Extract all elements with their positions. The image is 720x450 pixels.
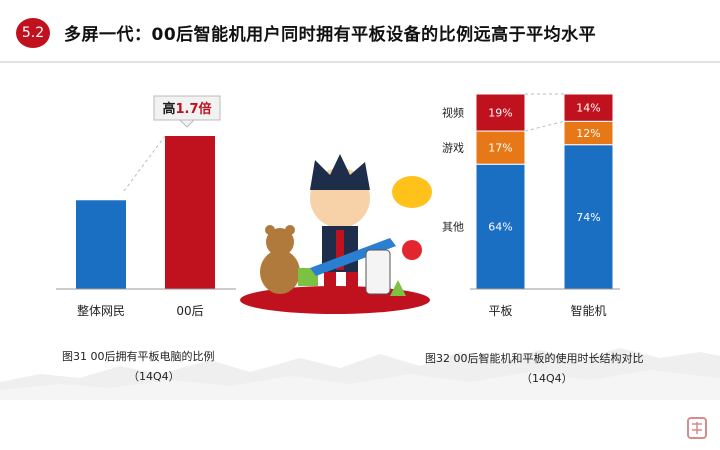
segment-其他 xyxy=(563,144,614,290)
page-title: 多屏一代：00后智能机用户同时拥有平板设备的比例远高于平均水平 xyxy=(64,25,597,45)
title-divider xyxy=(0,61,720,63)
callout-value: 1.7倍 xyxy=(175,101,211,117)
segment-value-label: 19% xyxy=(488,107,512,120)
segment-value-label: 64% xyxy=(488,221,512,234)
category-label: 00后 xyxy=(176,304,203,318)
chart31-caption: 图31 00后拥有平板电脑的比例 xyxy=(62,350,215,363)
usage-structure-chart: 64% 17% 19% 74% 12% 14% 其他 游戏 视频 平板 智能机 xyxy=(442,93,620,318)
segment-视频 xyxy=(563,93,614,122)
mountain-watermark xyxy=(0,348,720,400)
svg-text:高1.7倍: 高1.7倍 xyxy=(162,101,211,117)
segment-value-label: 17% xyxy=(488,142,512,155)
series-label: 其他 xyxy=(442,221,464,234)
segment-value-label: 14% xyxy=(576,102,600,115)
series-label: 游戏 xyxy=(442,142,464,155)
segment-其他 xyxy=(475,163,526,290)
segment-视频 xyxy=(475,93,526,132)
ratio-callout: 高1.7倍 xyxy=(153,95,221,128)
chart31-period: （14Q4） xyxy=(128,370,180,383)
category-label: 整体网民 xyxy=(77,303,125,318)
tablet-ownership-chart: 高1.7倍 整体网民 00后 xyxy=(56,95,236,318)
callout-prefix: 高 xyxy=(162,101,175,117)
category-label: 智能机 xyxy=(570,303,606,318)
series-label: 视频 xyxy=(442,106,464,120)
bar-00后 xyxy=(165,136,215,289)
annotation-leader xyxy=(123,135,166,192)
segment-value-label: 74% xyxy=(576,211,600,224)
category-label: 平板 xyxy=(488,304,512,318)
bar-整体网民 xyxy=(76,200,126,289)
section-badge: 5.2 xyxy=(16,18,50,48)
seal-icon xyxy=(687,417,707,439)
mascot-illustration xyxy=(240,154,432,314)
segment-connector xyxy=(524,120,565,132)
segment-游戏 xyxy=(475,130,526,165)
chart32-period: （14Q4） xyxy=(521,372,573,385)
segment-value-label: 12% xyxy=(576,127,600,140)
chart32-caption: 图32 00后智能机和平板的使用时长结构对比 xyxy=(425,352,644,365)
